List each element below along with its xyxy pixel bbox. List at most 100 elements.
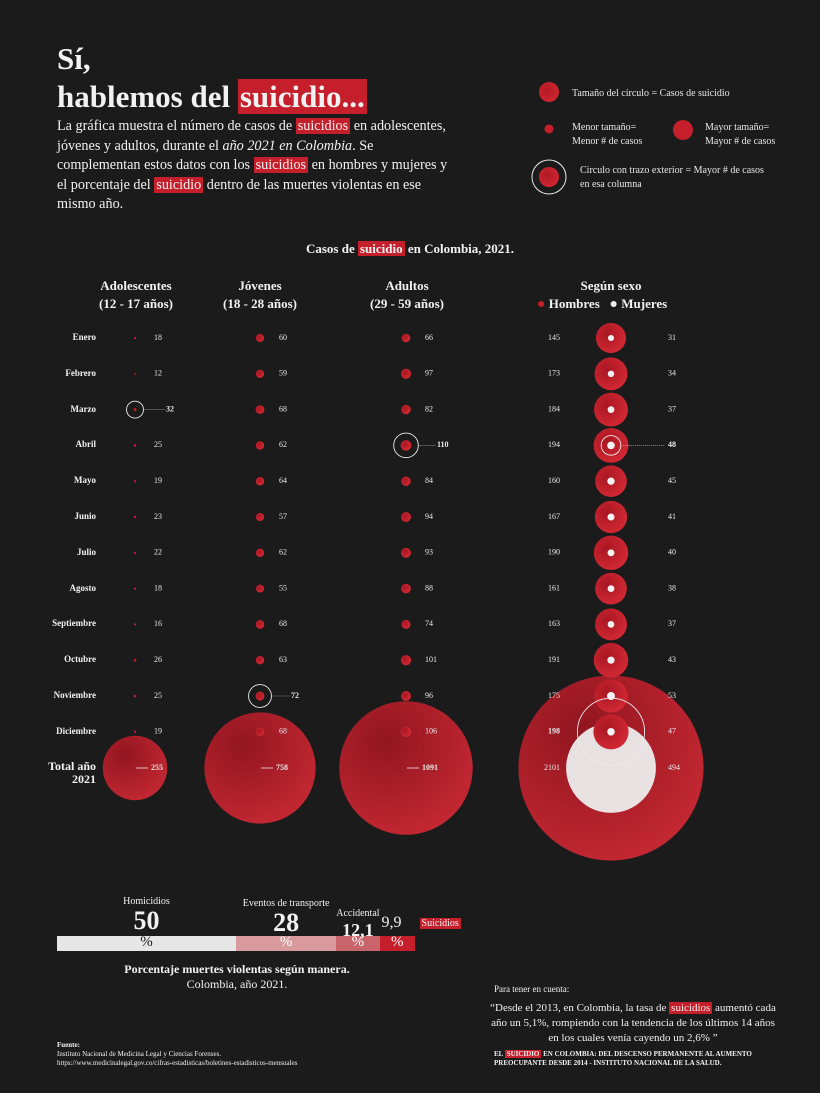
- bubble-0-0: [133, 336, 137, 340]
- women-value-8: 37: [668, 619, 676, 628]
- note-quote: “Desde el 2013, en Colombia, la tasa de …: [488, 1001, 778, 1046]
- legend-ring-outline: [531, 159, 567, 195]
- intro-highlight: suicidios: [253, 157, 309, 173]
- bubble-0-4: [133, 480, 137, 483]
- bubble-1-1: [255, 369, 265, 378]
- total-value-men: 2101: [544, 763, 560, 772]
- legend-larger-text: Mayor tamaño= Mayor # de casos: [705, 121, 775, 149]
- value-label-1-7: 55: [279, 583, 287, 592]
- legend-icons: [531, 82, 567, 195]
- quote-post: aumentó cada año un 5,1%, rompiendo con …: [491, 1002, 776, 1044]
- value-label-2-0: 66: [425, 333, 433, 342]
- women-bubble-11: [607, 728, 615, 736]
- bubble-2-6: [401, 547, 411, 558]
- percent-sign: %: [391, 934, 404, 950]
- legend-size-text: Tamaño del círculo = Casos de suicidio: [572, 88, 730, 99]
- women-value-9: 43: [668, 655, 676, 664]
- source-label: Fuente:: [57, 1041, 80, 1049]
- segment-label: Homicidios: [123, 896, 170, 907]
- total-value-1: 758: [276, 763, 288, 772]
- segment-value: 9,9: [381, 914, 402, 931]
- total-value-0: 255: [151, 763, 163, 772]
- men-value-3: 194: [548, 440, 560, 449]
- month-label: Octubre: [64, 654, 96, 665]
- men-value-0: 145: [548, 333, 560, 342]
- total-bubble-women: [566, 723, 656, 813]
- value-label-2-3: 110: [437, 440, 449, 449]
- value-label-1-9: 63: [279, 655, 287, 664]
- segment-label-group: Accidental 12,1: [298, 908, 418, 940]
- women-legend-label: Mujeres: [621, 296, 668, 311]
- bubble-2-0: [401, 333, 411, 343]
- month-label: Mayo: [74, 475, 96, 486]
- bubble-2-4: [401, 476, 411, 486]
- intro-text: en adolescentes, jóvenes y adultos, dura…: [57, 118, 446, 154]
- value-label-2-11: 106: [425, 727, 437, 736]
- value-label-1-8: 68: [279, 619, 287, 628]
- month-label: Julio: [76, 546, 96, 557]
- sex-legend: ● Hombres ● Mujeres: [537, 295, 667, 314]
- women-dot-icon: ●: [609, 297, 618, 312]
- bar-title: Porcentaje muertes violentas según maner…: [124, 962, 350, 976]
- men-value-4: 160: [548, 476, 560, 485]
- value-label-1-3: 62: [279, 440, 287, 449]
- women-bubble-8: [607, 621, 615, 628]
- total-bubble-2: [339, 701, 473, 835]
- segment-label-group: Eventos de transporte 28: [226, 898, 346, 936]
- bubble-2-11: [400, 726, 412, 738]
- total-bubble-1: [204, 712, 316, 824]
- men-value-2: 184: [548, 404, 560, 413]
- month-label: Febrero: [65, 367, 96, 378]
- month-label: Abril: [75, 439, 96, 450]
- quote-pre: “Desde el 2013, en Colombia, la tasa de: [490, 1002, 670, 1014]
- total-label: Total año 2021: [40, 760, 96, 786]
- value-label-0-8: 16: [154, 619, 162, 628]
- value-label-2-7: 88: [425, 583, 433, 592]
- men-value-6: 190: [548, 548, 560, 557]
- bubble-1-3: [255, 441, 265, 450]
- bubble-2-10: [400, 690, 412, 702]
- women-bubble-1: [607, 370, 615, 378]
- value-label-1-2: 68: [279, 404, 287, 413]
- women-bubble-7: [607, 585, 615, 592]
- note-source: EL SUICIDIO EN COLOMBIA: DEL DESCENSO PE…: [494, 1050, 794, 1068]
- women-value-11: 47: [668, 727, 676, 736]
- column-name: Adolescentes: [100, 278, 172, 293]
- note-source-highlight: SUICIDIO: [504, 1050, 542, 1058]
- bubble-2-1: [400, 368, 412, 379]
- value-label-0-7: 18: [154, 583, 162, 592]
- month-label: Septiembre: [52, 618, 96, 629]
- bubble-0-3: [133, 444, 137, 447]
- men-value-10: 175: [548, 691, 560, 700]
- women-bubble-10: [606, 691, 616, 701]
- column-name: Jóvenes: [238, 278, 282, 293]
- value-label-2-9: 101: [425, 655, 437, 664]
- month-label: Agosto: [69, 582, 97, 593]
- bubble-1-10: [255, 691, 265, 701]
- legend-ring-text: Circulo con trazo exterior = Mayor # de …: [580, 164, 764, 192]
- women-value-6: 40: [668, 548, 676, 557]
- women-bubble-2: [607, 406, 615, 413]
- bubble-0-10: [133, 694, 137, 698]
- month-label: Enero: [72, 332, 96, 342]
- bubble-1-8: [255, 620, 265, 629]
- men-dot-icon: ●: [537, 297, 546, 312]
- bubble-0-1: [134, 372, 136, 375]
- title-highlight: suicidio...: [237, 79, 367, 114]
- segment-label: Suicidios: [419, 918, 461, 929]
- total-value-2: 1091: [422, 763, 438, 772]
- bubble-1-0: [255, 333, 265, 343]
- legend-large-circle: [673, 120, 693, 140]
- value-label-2-2: 82: [425, 404, 433, 413]
- women-value-5: 41: [668, 512, 676, 521]
- bubble-1-6: [255, 548, 265, 557]
- bar-segment: [336, 936, 380, 951]
- men-legend-label: Hombres: [548, 296, 600, 311]
- column-header-jovenes: Jóvenes (18 - 28 años): [200, 277, 320, 313]
- title-line-2-prefix: hablemos del: [57, 79, 231, 114]
- legend-ring-line1: Circulo con trazo exterior = Mayor # de …: [580, 165, 764, 176]
- legend-small-circle: [544, 124, 554, 134]
- percent-sign: %: [351, 934, 365, 950]
- legend-smaller-line1: Menor tamaño=: [572, 122, 637, 133]
- percent-sign: %: [140, 934, 153, 950]
